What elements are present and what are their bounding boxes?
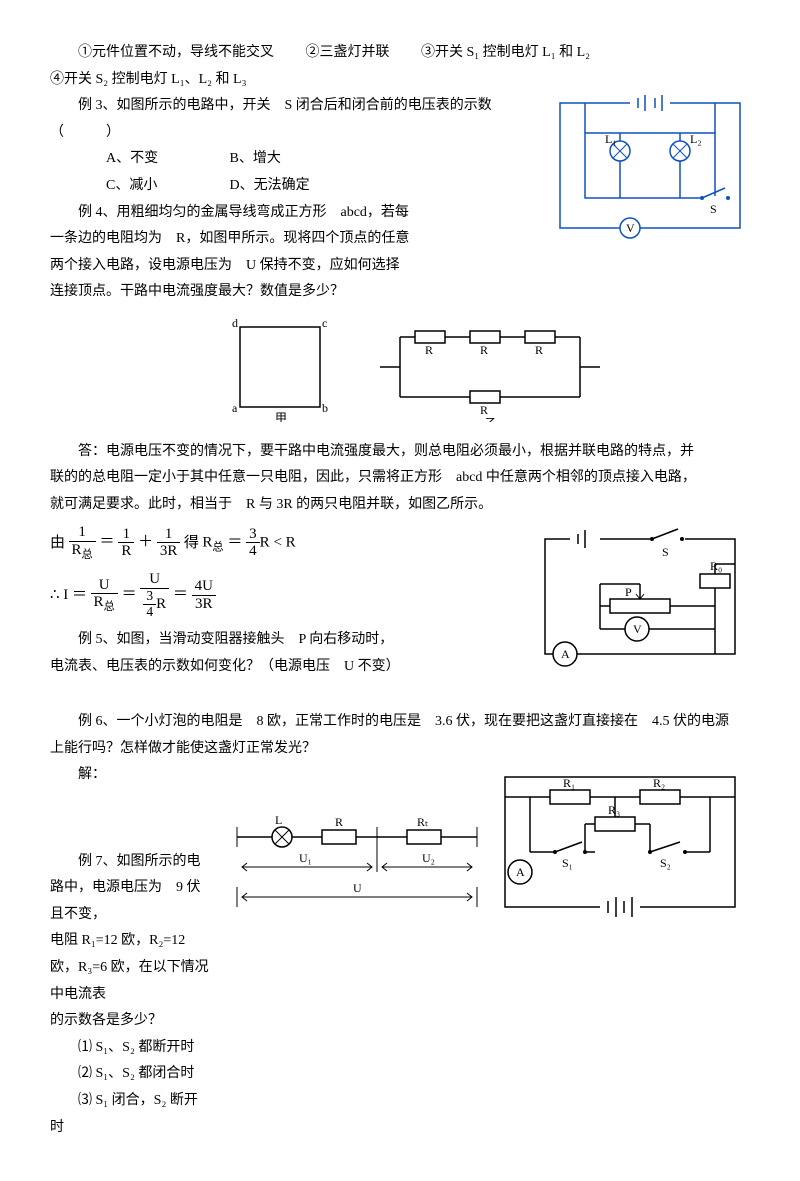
svg-text:R₀: R₀ bbox=[710, 559, 722, 573]
ex4-p4: 连接顶点。干路中电流强度最大？数值是多少？ bbox=[50, 279, 534, 306]
svg-text:A: A bbox=[516, 865, 525, 879]
circuit-ex5-icon: S R₀ P V A bbox=[530, 524, 750, 674]
svg-text:R₂: R₂ bbox=[653, 776, 665, 790]
ex6-p3: 解： bbox=[50, 762, 211, 789]
ex7-q1: ⑴ S₁、S₂ 都断开时 bbox=[50, 1035, 211, 1062]
optD: D、无法确定 bbox=[202, 173, 322, 200]
svg-text:V: V bbox=[626, 221, 635, 235]
svg-text:a: a bbox=[232, 401, 238, 415]
ex4-ans2: 联的的总电阻一定小于其中任意一只电阻，因此，只需将正方形 abcd 中任意两个相… bbox=[50, 465, 750, 492]
ex6-p2: 上能行吗？怎样做才能使这盏灯正常发光？ bbox=[50, 736, 750, 763]
ex7-p2: 电阻 R₁=12 欧，R₂=12 欧，R₃=6 欧，在以下情况中电流表 bbox=[50, 928, 211, 1008]
ex3-opts2: C、减小 D、无法确定 bbox=[50, 173, 534, 200]
ex3-figure: L₁ L₂ S V bbox=[550, 93, 750, 254]
ex4-p1: 例 4、用粗细均匀的金属导线弯成正方形 abcd，若每 bbox=[50, 200, 534, 227]
svg-text:R₁: R₁ bbox=[563, 776, 575, 790]
optB: B、增大 bbox=[202, 146, 322, 173]
ex5-p2: 电流表、电压表的示数如何变化？（电源电压 U 不变） bbox=[50, 654, 514, 681]
svg-text:S: S bbox=[710, 202, 717, 216]
ex6-p1: 例 6、一个小灯泡的电阻是 8 欧，正常工作时的电压是 3.6 伏，现在要把这盏… bbox=[50, 709, 750, 736]
svg-text:U₂: U₂ bbox=[422, 851, 435, 865]
svg-text:R₃: R₃ bbox=[608, 803, 620, 817]
svg-text:V: V bbox=[633, 622, 642, 636]
svg-text:S₂: S₂ bbox=[660, 856, 671, 870]
svg-text:乙: 乙 bbox=[485, 416, 497, 422]
formula1: 由 1R总 ＝ 1R ＋ 13R 得 R总 ＝ 34R < R bbox=[50, 524, 514, 561]
svg-text:Rₜ: Rₜ bbox=[417, 815, 429, 829]
svg-text:L: L bbox=[275, 813, 282, 827]
ex7-q2: ⑵ S₁、S₂ 都闭合时 bbox=[50, 1061, 211, 1088]
svg-text:R: R bbox=[480, 403, 488, 417]
svg-text:L₂: L₂ bbox=[690, 132, 702, 146]
svg-text:R: R bbox=[425, 343, 433, 357]
svg-text:R: R bbox=[480, 343, 488, 357]
intro-line2: ④开关 S₂ 控制电灯 L₁、L₂ 和 L₃ bbox=[50, 67, 750, 94]
svg-text:U₁: U₁ bbox=[299, 851, 312, 865]
svg-text:R: R bbox=[335, 815, 343, 829]
ex4-p3: 两个接入电路，设电源电压为 U 保持不变，应如何选择 bbox=[50, 253, 534, 280]
optC: C、减小 bbox=[78, 173, 198, 200]
svg-text:d: d bbox=[232, 316, 238, 330]
circuit-ex7-icon: A R₁ R₂ R₃ S₁ bbox=[490, 762, 750, 922]
c2: ②三盏灯并联 bbox=[306, 45, 390, 60]
svg-text:R: R bbox=[535, 343, 543, 357]
svg-text:U: U bbox=[353, 881, 362, 895]
ex5-figure: S R₀ P V A bbox=[530, 524, 750, 685]
svg-text:S: S bbox=[662, 545, 669, 559]
intro-line1: ①元件位置不动，导线不能交叉 ②三盏灯并联 ③开关 S₁ 控制电灯 L₁ 和 L… bbox=[50, 40, 750, 67]
c1: ①元件位置不动，导线不能交叉 bbox=[78, 45, 274, 60]
circuit-ex6-icon: L R Rₜ U₁ U₂ U bbox=[227, 812, 487, 922]
svg-text:S₁: S₁ bbox=[562, 856, 573, 870]
right-figs: L R Rₜ U₁ U₂ U bbox=[227, 762, 751, 933]
svg-text:c: c bbox=[322, 316, 327, 330]
svg-text:甲: 甲 bbox=[275, 411, 287, 422]
ex7-p3: 的示数各是多少？ bbox=[50, 1008, 211, 1035]
ex3-stem: 例 3、如图所示的电路中，开关 S 闭合后和闭合前的电压表的示数（ ） bbox=[50, 93, 534, 146]
svg-text:b: b bbox=[322, 401, 328, 415]
ex7-q3: ⑶ S₁ 闭合，S₂ 断开时 bbox=[50, 1088, 211, 1141]
c3: ③开关 S₁ 控制电灯 L₁ 和 L₂ bbox=[421, 45, 590, 60]
formula2: ∴ I ＝ UR总 ＝ U34R ＝ 4U3R bbox=[50, 571, 514, 619]
ex4-ans1: 答：电源电压不变的情况下，要干路中电流强度最大，则总电阻必须最小，根据并联电路的… bbox=[50, 439, 750, 466]
ex3-opts1: A、不变 B、增大 bbox=[50, 146, 534, 173]
ex7-p1: 例 7、如图所示的电路中，电源电压为 9 伏且不变， bbox=[50, 849, 211, 929]
optA: A、不变 bbox=[78, 146, 198, 173]
square-and-network-icon: a b c d 甲 R R R R 乙 bbox=[190, 312, 610, 422]
svg-text:P: P bbox=[625, 585, 632, 599]
ex4-figures: a b c d 甲 R R R R 乙 bbox=[50, 312, 750, 433]
svg-text:L₁: L₁ bbox=[605, 132, 617, 146]
svg-text:A: A bbox=[561, 647, 570, 661]
ex4-p2: 一条边的电阻均为 R，如图甲所示。现将四个顶点的任意 bbox=[50, 226, 534, 253]
ex5-p1: 例 5、如图，当滑动变阻器接触头 P 向右移动时， bbox=[50, 627, 514, 654]
ex4-ans3: 就可满足要求。此时，相当于 R 与 3R 的两只电阻并联，如图乙所示。 bbox=[50, 492, 750, 519]
circuit-ex3-icon: L₁ L₂ S V bbox=[550, 93, 750, 243]
